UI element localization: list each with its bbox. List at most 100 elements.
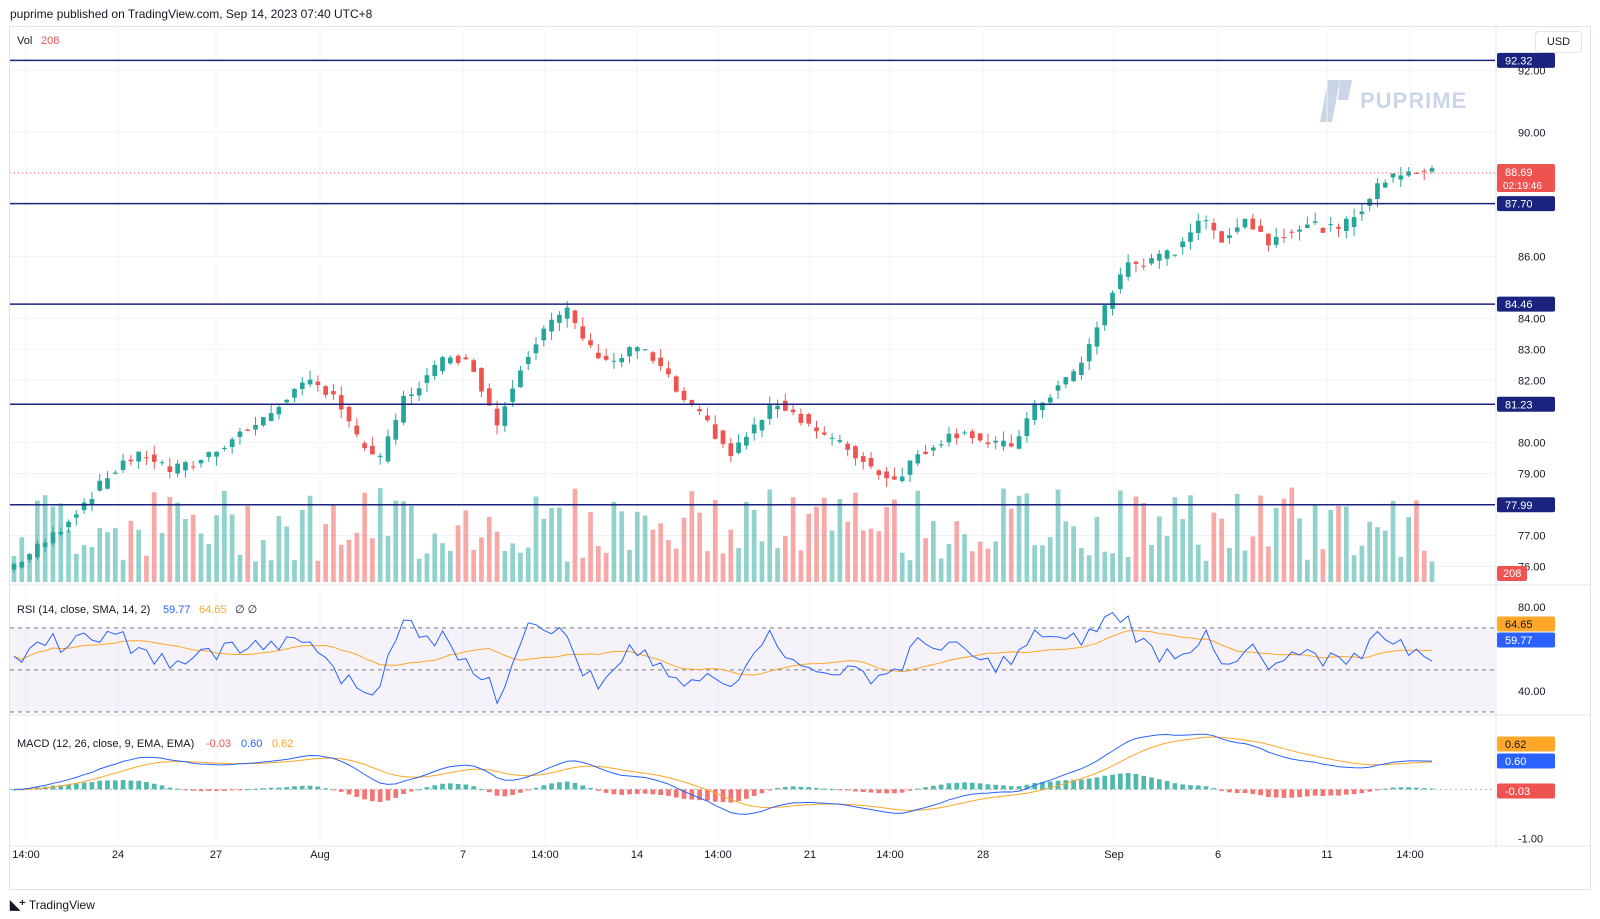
volume-bar: [899, 552, 905, 582]
macd-histogram-bar: [1016, 786, 1022, 790]
vol-label: Vol: [17, 35, 32, 47]
volume-bar: [455, 525, 461, 582]
macd-histogram-bar: [954, 782, 960, 790]
macd-histogram-bar: [354, 789, 360, 797]
candle-body: [759, 420, 765, 431]
volume-bar: [1266, 546, 1271, 582]
macd-histogram-bar: [502, 789, 508, 797]
macd-histogram-bar: [1250, 789, 1256, 795]
candle-body: [1421, 170, 1427, 172]
volume-bar: [518, 552, 523, 582]
volume-bar: [884, 506, 889, 582]
candle-body: [564, 307, 570, 319]
volume-bar: [183, 519, 188, 582]
candle-body: [1195, 220, 1201, 233]
volume-bar: [424, 553, 430, 582]
volume-bar: [798, 550, 804, 582]
macd-histogram-bar: [596, 789, 601, 791]
volume-bar: [1398, 556, 1404, 582]
volume-bar: [860, 530, 866, 582]
level-badge-bg: [1497, 497, 1555, 513]
volume-bar: [1336, 505, 1341, 582]
macd-histogram-bar: [681, 789, 687, 799]
candle-body: [884, 471, 889, 479]
candle-body: [525, 357, 531, 364]
macd-histogram-bar: [1367, 789, 1373, 792]
macd-histogram-bar: [167, 787, 173, 790]
macd-histogram-bar: [1188, 785, 1193, 790]
volume-bar: [1125, 556, 1131, 582]
volume-bar: [1094, 516, 1100, 582]
volume-bar: [19, 537, 25, 582]
candle-body: [1094, 327, 1100, 347]
macd-histogram-bar: [634, 789, 640, 794]
candle-body: [206, 452, 212, 457]
volume-bar: [829, 530, 835, 582]
macd-histogram-bar: [455, 783, 461, 790]
footer-brand: TradingView: [28, 898, 95, 912]
macd-signal-value: 0.62: [272, 738, 293, 750]
candle-body: [447, 357, 453, 364]
candle-body: [557, 314, 562, 323]
volume-bar: [120, 559, 126, 582]
candle-body: [136, 451, 141, 462]
macd-histogram-bar: [245, 789, 251, 791]
macd-histogram-bar: [915, 788, 921, 790]
macd-histogram-bar: [853, 789, 858, 792]
candle-body: [1250, 218, 1256, 230]
candle-body: [1071, 371, 1076, 382]
macd-histogram-bar: [370, 789, 375, 802]
macd-histogram-bar: [650, 789, 656, 795]
macd-histogram-bar: [868, 789, 874, 793]
volume-bar: [1149, 545, 1154, 582]
level-badge-bg: [1497, 396, 1555, 412]
candle-body: [1406, 171, 1411, 176]
macd-histogram-bar: [938, 784, 944, 790]
macd-histogram-bar: [1234, 789, 1240, 794]
macd-histogram-bar: [346, 789, 352, 795]
candle-body: [611, 360, 617, 362]
macd-histogram-bar: [876, 789, 882, 794]
candle-body: [486, 388, 492, 406]
candle-body: [1398, 175, 1404, 180]
candle-body: [1273, 236, 1279, 245]
candle-body: [860, 456, 866, 462]
macd-histogram-bar: [1398, 787, 1404, 790]
volume-bar: [845, 521, 850, 582]
price-tick-label: 83.00: [1518, 344, 1546, 356]
candle-body: [720, 430, 726, 444]
candle-body: [346, 406, 352, 422]
volume-bar: [985, 548, 991, 582]
candle-body: [284, 399, 290, 403]
macd-histogram-bar: [666, 789, 671, 796]
volume-bar: [650, 529, 656, 582]
volume-bar: [385, 536, 391, 582]
candle-body: [245, 429, 251, 431]
volume-bar: [229, 514, 235, 582]
volume-bar: [144, 555, 149, 582]
time-tick-label: 27: [210, 849, 222, 861]
volume-bar: [260, 539, 266, 582]
macd-histogram-bar: [66, 784, 71, 790]
macd-histogram-bar: [1141, 775, 1147, 790]
macd-histogram-bar: [315, 786, 321, 790]
macd-histogram-bar: [1429, 788, 1435, 790]
macd-histogram-bar: [362, 789, 367, 800]
macd-histogram-bar: [736, 789, 741, 801]
vol-value: 208: [41, 35, 59, 47]
time-tick-label: 28: [977, 849, 989, 861]
candle-body: [1305, 224, 1310, 228]
candle-body: [899, 476, 905, 481]
macd-histogram-bar: [884, 789, 889, 794]
volume-bar: [1289, 487, 1295, 582]
macd-histogram-bar: [798, 786, 804, 790]
candle-body: [580, 326, 586, 339]
price-tick-label: 84.00: [1518, 313, 1546, 325]
volume-bar: [1273, 507, 1279, 582]
volume-bar: [377, 488, 383, 582]
volume-bar: [697, 512, 702, 582]
macd-histogram-bar: [144, 782, 149, 790]
candle-body: [463, 357, 469, 360]
currency-button[interactable]: USD: [1535, 31, 1582, 53]
